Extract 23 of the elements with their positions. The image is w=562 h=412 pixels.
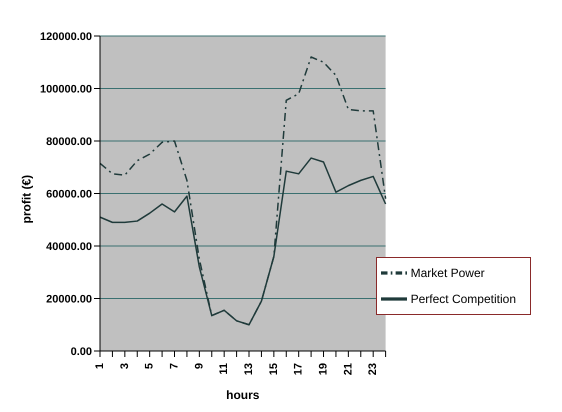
y-tick-label: 60000.00 [46,188,92,200]
x-axis-title: hours [226,388,260,402]
x-tick-label: 13 [243,363,256,376]
x-tick-label: 5 [144,363,156,370]
x-tick-label: 11 [218,363,230,375]
x-tick-label: 7 [168,363,181,370]
y-tick-label: 100000.00 [40,83,92,96]
x-tick-label: 17 [292,363,305,376]
y-axis-title: profit (€) [19,174,34,224]
x-tick-label: 3 [118,363,131,370]
y-tick-label: 40000.00 [46,240,92,253]
x-tick-label: 23 [367,363,380,376]
y-tick-label: 20000.00 [46,293,92,306]
x-tick-label: 9 [193,363,206,370]
x-tick-label: 21 [342,363,354,376]
y-tick-label: 120000.00 [40,30,92,43]
y-tick-label: 80000.00 [46,136,92,148]
x-tick-label: 15 [268,363,280,376]
x-tick-label: 19 [318,363,330,376]
y-tick-label: 0.00 [70,346,92,358]
legend-label: Perfect Competition [410,292,516,306]
legend-label: Market Power [410,266,485,280]
x-tick-label: 1 [94,363,106,370]
